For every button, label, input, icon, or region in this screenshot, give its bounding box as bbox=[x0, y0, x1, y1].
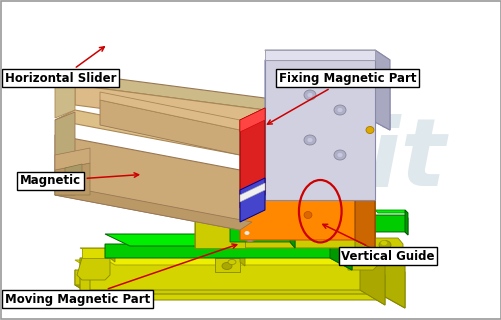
Polygon shape bbox=[75, 270, 100, 300]
Polygon shape bbox=[229, 215, 295, 221]
Polygon shape bbox=[404, 210, 407, 235]
Polygon shape bbox=[290, 215, 295, 248]
Polygon shape bbox=[105, 234, 351, 246]
Polygon shape bbox=[239, 178, 265, 222]
Polygon shape bbox=[265, 50, 374, 60]
Polygon shape bbox=[372, 240, 377, 258]
Ellipse shape bbox=[378, 241, 390, 250]
Ellipse shape bbox=[365, 126, 373, 133]
Polygon shape bbox=[55, 112, 75, 195]
Polygon shape bbox=[359, 250, 384, 305]
Polygon shape bbox=[265, 60, 389, 130]
Polygon shape bbox=[100, 100, 239, 155]
Polygon shape bbox=[374, 50, 389, 130]
Polygon shape bbox=[55, 78, 75, 118]
Polygon shape bbox=[80, 248, 404, 262]
Polygon shape bbox=[65, 164, 82, 179]
Text: Magnetic: Magnetic bbox=[20, 173, 138, 187]
Polygon shape bbox=[194, 185, 374, 198]
Ellipse shape bbox=[221, 262, 231, 269]
Text: Horizontal Slider: Horizontal Slider bbox=[5, 47, 116, 85]
Ellipse shape bbox=[307, 92, 313, 98]
Ellipse shape bbox=[336, 108, 342, 113]
Polygon shape bbox=[354, 185, 374, 260]
Ellipse shape bbox=[304, 151, 312, 158]
Ellipse shape bbox=[307, 138, 313, 142]
Polygon shape bbox=[105, 244, 351, 270]
Polygon shape bbox=[55, 187, 252, 230]
Polygon shape bbox=[379, 248, 404, 308]
Polygon shape bbox=[82, 248, 110, 258]
Polygon shape bbox=[90, 250, 384, 265]
Polygon shape bbox=[374, 215, 407, 235]
Polygon shape bbox=[347, 250, 377, 270]
Polygon shape bbox=[239, 108, 265, 132]
Polygon shape bbox=[229, 222, 295, 248]
Ellipse shape bbox=[304, 90, 315, 100]
Polygon shape bbox=[55, 163, 90, 195]
Polygon shape bbox=[75, 75, 280, 110]
Text: Vertical Guide: Vertical Guide bbox=[322, 224, 434, 262]
Polygon shape bbox=[75, 260, 379, 275]
Ellipse shape bbox=[356, 252, 366, 260]
Polygon shape bbox=[265, 50, 389, 60]
Polygon shape bbox=[347, 240, 372, 254]
Polygon shape bbox=[55, 148, 90, 170]
Text: Keit: Keit bbox=[236, 114, 445, 206]
Polygon shape bbox=[239, 108, 265, 208]
Ellipse shape bbox=[333, 150, 345, 160]
Polygon shape bbox=[110, 248, 115, 262]
Polygon shape bbox=[374, 210, 407, 213]
Polygon shape bbox=[100, 92, 239, 130]
Polygon shape bbox=[75, 85, 265, 130]
Polygon shape bbox=[55, 135, 239, 230]
Ellipse shape bbox=[304, 212, 312, 219]
Polygon shape bbox=[354, 110, 374, 250]
Polygon shape bbox=[55, 110, 255, 155]
Polygon shape bbox=[80, 258, 404, 308]
Polygon shape bbox=[265, 100, 280, 130]
Ellipse shape bbox=[380, 241, 387, 245]
Polygon shape bbox=[75, 270, 379, 300]
Ellipse shape bbox=[336, 153, 342, 157]
Polygon shape bbox=[55, 70, 88, 83]
Polygon shape bbox=[194, 195, 244, 248]
Text: Moving Magnetic Part: Moving Magnetic Part bbox=[5, 244, 236, 306]
Text: Fixing Magnetic Part: Fixing Magnetic Part bbox=[267, 72, 415, 124]
Ellipse shape bbox=[242, 230, 257, 242]
Polygon shape bbox=[239, 110, 374, 122]
Polygon shape bbox=[214, 248, 239, 262]
Polygon shape bbox=[265, 60, 374, 200]
Polygon shape bbox=[371, 238, 402, 258]
Ellipse shape bbox=[333, 105, 345, 115]
Ellipse shape bbox=[244, 231, 249, 235]
Ellipse shape bbox=[227, 260, 235, 265]
Polygon shape bbox=[214, 258, 239, 272]
Polygon shape bbox=[90, 260, 384, 305]
Polygon shape bbox=[329, 234, 351, 270]
Ellipse shape bbox=[304, 181, 312, 188]
Polygon shape bbox=[75, 285, 379, 300]
Polygon shape bbox=[239, 120, 374, 250]
Polygon shape bbox=[239, 248, 244, 266]
Ellipse shape bbox=[304, 135, 315, 145]
Polygon shape bbox=[77, 258, 110, 280]
Polygon shape bbox=[194, 195, 374, 260]
Polygon shape bbox=[239, 183, 265, 202]
